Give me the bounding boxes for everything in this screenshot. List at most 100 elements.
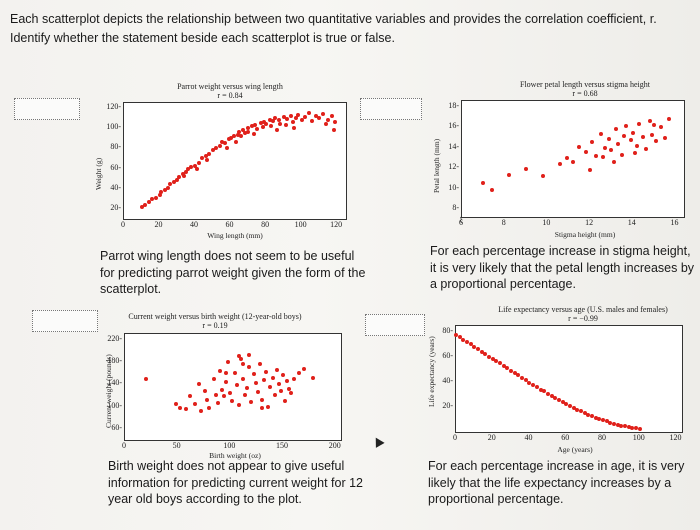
- y-axis-label: Current weight (pounds): [104, 354, 113, 428]
- scatter-point: [162, 187, 167, 192]
- scatter-point: [575, 407, 580, 412]
- scatter-point: [643, 146, 648, 151]
- scatter-point: [612, 421, 617, 426]
- scatterplot-birthweight: Current weight versus birth weight (12-y…: [100, 310, 360, 462]
- scatter-point: [333, 120, 338, 125]
- answer-box-birthweight[interactable]: [32, 310, 98, 332]
- scatter-point: [512, 371, 517, 376]
- scatter-point: [175, 177, 180, 182]
- scatter-point: [506, 173, 511, 178]
- scatter-point: [607, 136, 612, 141]
- scatter-point: [146, 199, 151, 204]
- x-axis-label: Stigma height (mm): [554, 230, 616, 239]
- x-tick-label: 0: [122, 441, 126, 450]
- scatter-point: [623, 424, 628, 429]
- scatter-point: [632, 150, 637, 155]
- x-tick-label: 80: [261, 220, 270, 229]
- scatter-point: [247, 365, 252, 370]
- scatter-point: [278, 388, 283, 393]
- scatter-point: [310, 375, 315, 380]
- scatter-point: [236, 403, 241, 408]
- scatter-point: [258, 121, 263, 126]
- scatter-point: [468, 342, 473, 347]
- scatter-point: [255, 127, 260, 132]
- scatter-point: [251, 132, 256, 137]
- scatter-point: [594, 153, 599, 158]
- x-tick-label: 20: [487, 433, 496, 442]
- answer-box-flower[interactable]: [360, 98, 422, 120]
- scatter-point: [240, 128, 245, 133]
- scatter-point: [184, 406, 189, 411]
- y-tick-label: 120-: [106, 102, 121, 112]
- x-axis-label: Wing length (mm): [207, 231, 263, 240]
- scatter-point: [516, 373, 521, 378]
- plot-area: [461, 100, 685, 218]
- scatter-point: [232, 134, 237, 139]
- scatter-point: [541, 174, 546, 179]
- scatter-point: [259, 405, 264, 410]
- scatter-point: [635, 143, 640, 148]
- scatter-point: [542, 389, 547, 394]
- scatter-point: [597, 416, 602, 421]
- scatter-point: [143, 202, 148, 207]
- scatter-point: [571, 160, 575, 165]
- scatter-point: [479, 349, 484, 354]
- scatterplot-flower: Flower petal length versus stigma height…: [425, 80, 695, 245]
- scatter-point: [243, 393, 248, 398]
- plot-title: Parrot weight versus wing length r = 0.8…: [177, 82, 283, 100]
- x-tick-label: 20: [154, 220, 163, 229]
- scatter-point: [266, 404, 271, 409]
- scatter-point: [556, 398, 561, 403]
- scatter-point: [228, 390, 233, 395]
- scatter-point: [251, 372, 256, 377]
- scatter-point: [628, 137, 633, 142]
- scatter-point: [249, 124, 254, 129]
- statement-flower: For each percentage increase in stigma h…: [430, 244, 695, 291]
- y-tick-label: 16-: [448, 121, 459, 131]
- scatter-point: [262, 120, 267, 125]
- answer-box-parrot[interactable]: [14, 98, 80, 120]
- scatter-point: [205, 397, 210, 402]
- scatter-point: [313, 114, 318, 119]
- scatter-point: [272, 393, 277, 398]
- scatter-point: [582, 411, 587, 416]
- scatter-point: [538, 387, 543, 392]
- scatter-point: [658, 125, 663, 130]
- scatter-point: [637, 426, 642, 431]
- x-tick-label: 6: [459, 218, 463, 227]
- scatter-point: [615, 422, 620, 427]
- scatter-point: [662, 135, 667, 140]
- scatter-point: [223, 141, 228, 146]
- scatter-point: [207, 152, 212, 157]
- scatter-point: [609, 147, 614, 152]
- x-tick-label: 0: [453, 433, 457, 442]
- scatter-point: [520, 375, 525, 380]
- scatter-point: [283, 123, 288, 128]
- scatter-point: [193, 163, 198, 168]
- y-tick-label: 140-: [107, 378, 122, 388]
- scatter-point: [498, 361, 503, 366]
- scatter-point: [626, 425, 631, 429]
- y-tick-label: 40-: [442, 376, 453, 386]
- scatter-point: [203, 388, 208, 393]
- scatter-point: [177, 405, 182, 410]
- scatter-point: [182, 173, 187, 178]
- scatter-point: [560, 400, 565, 405]
- scatter-point: [320, 112, 325, 117]
- plot-area: [124, 333, 342, 441]
- scatter-point: [268, 385, 273, 389]
- scatter-point: [271, 119, 276, 124]
- scatter-point: [624, 124, 629, 129]
- scatter-point: [505, 366, 510, 371]
- scatter-point: [324, 122, 329, 127]
- x-tick-label: 50: [172, 441, 181, 450]
- scatter-point: [217, 144, 222, 149]
- scatter-point: [200, 156, 205, 161]
- y-tick-label: 40-: [110, 182, 121, 192]
- scatter-point: [153, 195, 158, 200]
- answer-box-lifeexpectancy[interactable]: [365, 314, 425, 336]
- scatter-point: [589, 414, 594, 419]
- plot-area: [454, 325, 683, 433]
- scatter-point: [641, 134, 646, 139]
- scatter-point: [571, 405, 576, 410]
